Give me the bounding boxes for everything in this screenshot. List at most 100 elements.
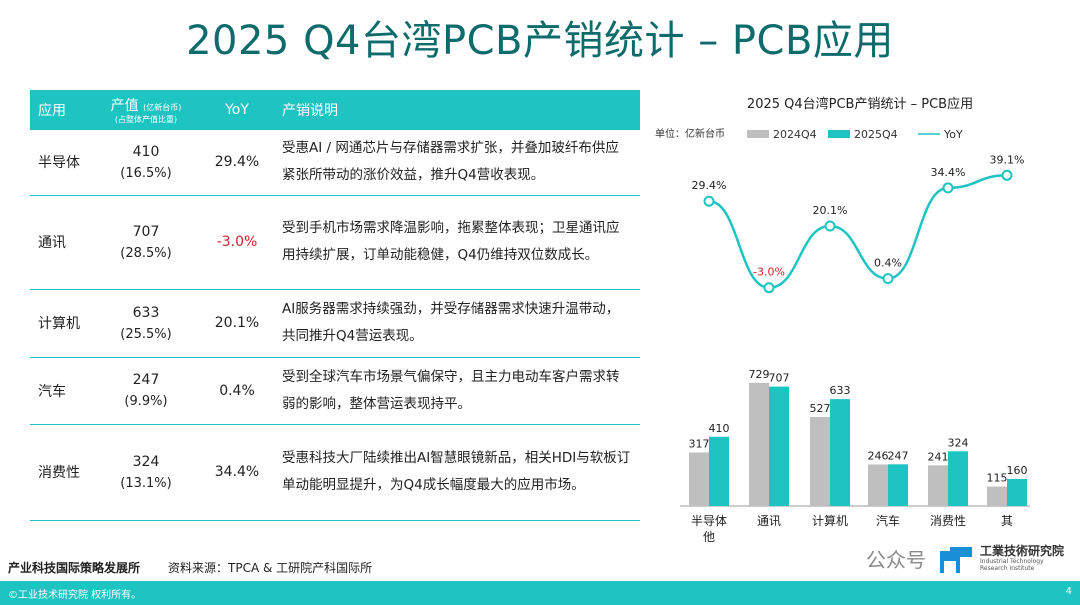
table-row: 汽车 247 (9.9%) 0.4% 受到全球汽车市场景气偏保守，且主力电动车客户… bbox=[30, 357, 640, 425]
row-app: 汽车 bbox=[30, 357, 92, 425]
row-value-number: 410 bbox=[132, 143, 160, 160]
header-value-sub: (占整体产值比重) bbox=[114, 115, 178, 124]
bar-label-2025q4: 707 bbox=[769, 372, 790, 385]
category-label: 计算机 bbox=[812, 513, 848, 528]
header-value-main: 产值 bbox=[110, 98, 139, 114]
yoy-point bbox=[703, 195, 715, 207]
row-share: (9.9%) bbox=[124, 394, 168, 409]
row-share: (28.5%) bbox=[120, 245, 172, 261]
row-share: (16.5%) bbox=[120, 165, 172, 181]
unit-label: 单位：亿新台币 bbox=[655, 127, 725, 140]
yoy-label: 20.1% bbox=[813, 204, 848, 217]
header-app: 应用 bbox=[30, 90, 92, 130]
header-value-unit: (亿新台币) bbox=[143, 103, 182, 112]
yoy-point bbox=[942, 182, 954, 194]
bar-2025q4 bbox=[709, 436, 729, 506]
category-label: 通讯 bbox=[757, 514, 781, 528]
bar-2024q4 bbox=[928, 465, 948, 506]
row-share: (25.5%) bbox=[120, 326, 172, 342]
itri-logo-icon bbox=[936, 543, 976, 577]
legend-label-2024: 2024Q4 bbox=[773, 128, 817, 141]
row-value-number: 707 bbox=[132, 223, 160, 240]
row-desc: 受惠科技大厂陆续推出AI智慧眼镜新品，相关HDI与软板订单动能明显提升，为Q4成… bbox=[274, 424, 640, 521]
bar-label-2025q4: 324 bbox=[948, 436, 969, 449]
row-yoy: 0.4% bbox=[200, 357, 274, 425]
row-value: 633 (25.5%) bbox=[92, 289, 200, 358]
application-table: 应用 产值 (亿新台币) (占整体产值比重) YoY 产销说明 半导体 410 (… bbox=[30, 90, 640, 521]
row-value: 707 (28.5%) bbox=[92, 195, 200, 290]
row-app: 计算机 bbox=[30, 289, 92, 358]
watermark-text: 公众号 bbox=[866, 548, 926, 572]
row-value-number: 247 bbox=[132, 372, 160, 388]
page-title: 2025 Q4台湾PCB产销统计 – PCB应用 bbox=[186, 18, 894, 64]
bar-label-2025q4: 160 bbox=[1007, 464, 1028, 477]
row-value-number: 324 bbox=[132, 453, 160, 470]
row-desc: 受到手机市场需求降温影响，拖累整体表现；卫星通讯应用持续扩展，订单动能稳健，Q4… bbox=[274, 195, 640, 290]
row-value-number: 633 bbox=[132, 304, 160, 321]
legend-swatch-2024 bbox=[747, 130, 769, 138]
legend-label-yoy: YoY bbox=[943, 128, 963, 141]
bar-label-2024q4: 246 bbox=[868, 449, 889, 462]
bar-2024q4 bbox=[689, 452, 709, 506]
bar-2025q4 bbox=[830, 399, 850, 506]
header-desc: 产销说明 bbox=[274, 90, 640, 130]
data-source: 资料来源：TPCA & 工研院产科国际所 bbox=[168, 561, 373, 575]
row-app: 通讯 bbox=[30, 195, 92, 290]
bar-label-2024q4: 729 bbox=[749, 368, 770, 381]
yoy-point bbox=[824, 220, 836, 232]
header-value: 产值 (亿新台币) (占整体产值比重) bbox=[92, 90, 200, 130]
row-desc: AI服务器需求持续强劲，并受存储器需求快速升温带动，共同推升Q4营运表现。 bbox=[274, 289, 640, 358]
row-desc: 受到全球汽车市场景气偏保守，且主力电动车客户需求转弱的影响，整体营运表现持平。 bbox=[274, 357, 640, 425]
table-row: 消费性 324 (13.1%) 34.4% 受惠科技大厂陆续推出AI智慧眼镜新品，… bbox=[30, 424, 640, 521]
header-yoy: YoY bbox=[200, 90, 274, 130]
row-value: 324 (13.1%) bbox=[92, 424, 200, 521]
inst-name: 工業技術研究院 bbox=[980, 544, 1065, 558]
bar-2024q4 bbox=[810, 416, 830, 506]
table-row: 计算机 633 (25.5%) 20.1% AI服务器需求持续强劲，并受存储器需求… bbox=[30, 289, 640, 358]
table-row: 通讯 707 (28.5%) -3.0% 受到手机市场需求降温影响，拖累整体表现；… bbox=[30, 195, 640, 290]
chart-title: 2025 Q4台湾PCB产销统计 – PCB应用 bbox=[747, 96, 973, 112]
category-label: 他 bbox=[703, 530, 715, 544]
yoy-label: -3.0% bbox=[753, 266, 785, 279]
yoy-point bbox=[763, 282, 775, 294]
bar-label-2024q4: 115 bbox=[987, 472, 1008, 485]
row-yoy: 34.4% bbox=[200, 424, 274, 521]
bar-2025q4 bbox=[769, 386, 789, 506]
yoy-point bbox=[882, 273, 894, 285]
inst-name-en: Industrial Technology Research Institute bbox=[980, 558, 1044, 572]
bar-2025q4 bbox=[948, 451, 968, 506]
yoy-label: 0.4% bbox=[874, 257, 902, 270]
row-yoy: 29.4% bbox=[200, 130, 274, 196]
yoy-label: 29.4% bbox=[692, 179, 727, 192]
bar-2024q4 bbox=[868, 464, 888, 506]
bar-label-2025q4: 247 bbox=[888, 449, 909, 462]
org-name: 产业科技国际策略发展所 bbox=[8, 561, 141, 575]
copyright: ©工业技术研究院 权利所有。 bbox=[8, 590, 142, 601]
row-value: 410 (16.5%) bbox=[92, 130, 200, 196]
yoy-label: 34.4% bbox=[931, 166, 966, 179]
row-yoy: -3.0% bbox=[200, 195, 274, 290]
row-share: (13.1%) bbox=[120, 475, 172, 491]
table-header-row: 应用 产值 (亿新台币) (占整体产值比重) YoY 产销说明 bbox=[30, 90, 640, 130]
category-label: 其 bbox=[1001, 514, 1013, 528]
row-yoy: 20.1% bbox=[200, 289, 274, 358]
bar-2024q4 bbox=[749, 382, 769, 506]
category-label: 汽车 bbox=[876, 513, 900, 528]
bar-label-2024q4: 241 bbox=[928, 450, 949, 463]
row-value: 247 (9.9%) bbox=[92, 357, 200, 425]
bar-label-2024q4: 527 bbox=[810, 402, 831, 415]
yoy-point bbox=[1001, 169, 1013, 181]
bar-label-2025q4: 633 bbox=[830, 384, 851, 397]
page-number: 4 bbox=[1065, 586, 1072, 597]
bar-2025q4 bbox=[1007, 478, 1027, 506]
row-app: 消费性 bbox=[30, 424, 92, 521]
bar-label-2025q4: 410 bbox=[709, 422, 730, 435]
bar-label-2024q4: 317 bbox=[689, 437, 710, 450]
row-app: 半导体 bbox=[30, 130, 92, 196]
bar-2025q4 bbox=[888, 464, 908, 506]
yoy-label: 39.1% bbox=[990, 153, 1025, 166]
category-label: 消费性 bbox=[930, 514, 966, 528]
category-label: 半导体 bbox=[691, 514, 727, 528]
table-row: 半导体 410 (16.5%) 29.4% 受惠AI / 网通芯片与存储器需求扩张… bbox=[30, 130, 640, 196]
